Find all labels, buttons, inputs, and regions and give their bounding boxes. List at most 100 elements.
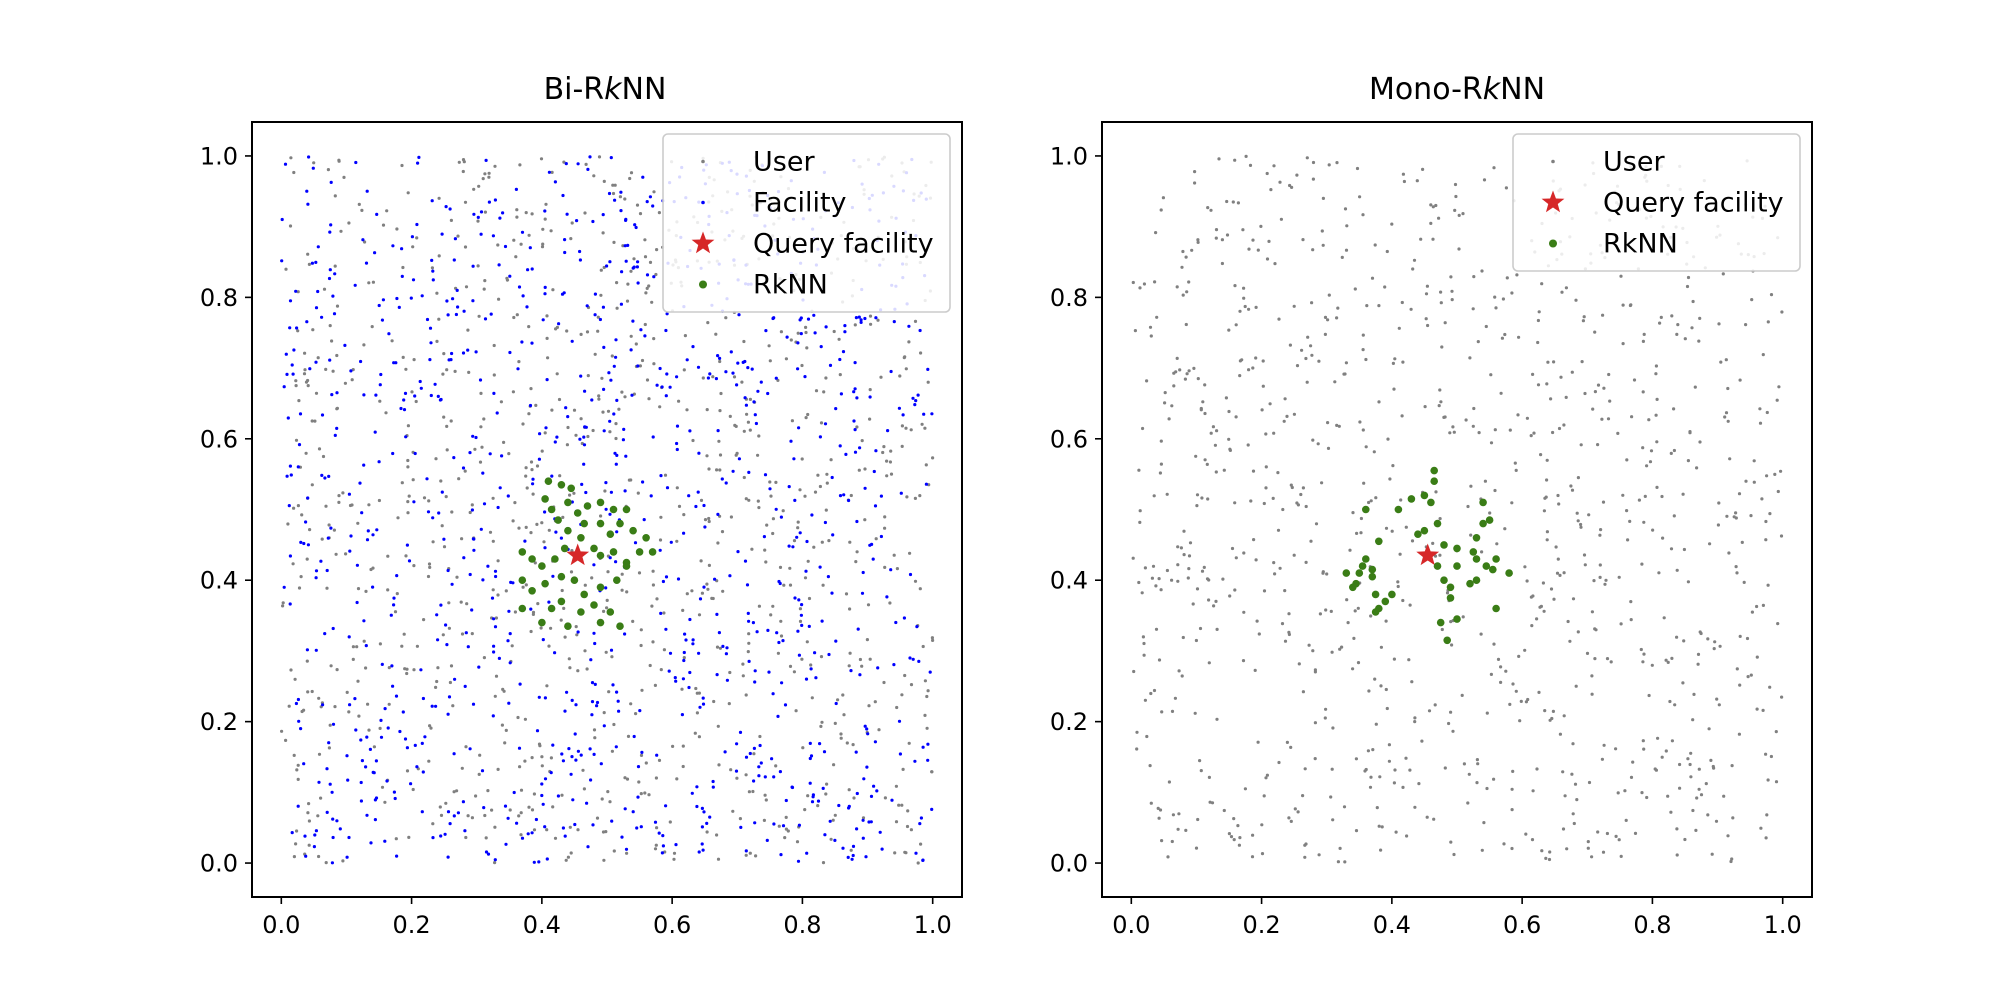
- bi-rknn-legend-facility-label: Facility: [753, 188, 847, 219]
- bi-rknn-user-point: [804, 325, 808, 329]
- bi-rknn-user-point: [569, 570, 574, 574]
- bi-rknn-user-point: [717, 439, 721, 443]
- bi-rknn-user-point: [583, 583, 587, 587]
- bi-rknn-user-point: [312, 161, 316, 165]
- bi-rknn-facility-point: [331, 835, 335, 840]
- bi-rknn-facility-point: [589, 658, 593, 662]
- mono-rknn-user-point: [1664, 749, 1668, 753]
- mono-rknn-user-point: [1571, 812, 1575, 816]
- bi-rknn-facility-point: [563, 834, 567, 838]
- mono-rknn-y-tick-label: 0.8: [1050, 284, 1088, 312]
- mono-rknn-user-point: [1413, 720, 1417, 724]
- mono-rknn-user-point: [1438, 388, 1442, 392]
- mono-rknn-user-point: [1264, 486, 1268, 490]
- mono-rknn-user-point: [1304, 504, 1308, 509]
- mono-rknn-user-point: [1750, 298, 1754, 302]
- bi-rknn-facility-point: [880, 847, 884, 851]
- mono-rknn-user-point: [1542, 609, 1546, 613]
- bi-rknn-user-point: [569, 851, 573, 855]
- bi-rknn-facility-point: [492, 617, 496, 621]
- mono-rknn-user-point: [1775, 398, 1779, 402]
- bi-rknn-user-point: [838, 373, 842, 377]
- mono-rknn-user-point: [1205, 462, 1209, 466]
- bi-rknn-facility-point: [913, 403, 917, 407]
- bi-rknn-facility-point: [602, 429, 606, 433]
- bi-rknn-user-point: [337, 500, 341, 504]
- mono-rknn-user-point: [1393, 357, 1397, 361]
- bi-rknn-facility-point: [729, 350, 733, 354]
- mono-rknn-rknn-point: [1469, 548, 1478, 556]
- mono-rknn-user-point: [1317, 359, 1321, 363]
- mono-rknn-user-point: [1356, 606, 1360, 610]
- bi-rknn-facility-point: [752, 746, 757, 751]
- bi-rknn-facility-point: [590, 681, 595, 685]
- bi-rknn-facility-point: [751, 621, 756, 625]
- bi-rknn-user-point: [486, 789, 490, 793]
- bi-rknn-facility-point: [306, 496, 310, 500]
- bi-rknn-facility-point: [897, 719, 902, 723]
- bi-rknn-user-point: [347, 710, 351, 714]
- bi-rknn-facility-point: [530, 831, 534, 835]
- mono-rknn-user-point: [1598, 533, 1602, 537]
- mono-rknn-user-point: [1633, 831, 1638, 836]
- mono-rknn-user-point: [1544, 856, 1548, 861]
- bi-rknn-user-point: [464, 835, 468, 840]
- mono-rknn-user-point: [1525, 416, 1529, 420]
- bi-rknn-user-point: [608, 430, 612, 434]
- mono-rknn-user-point: [1617, 575, 1621, 579]
- bi-rknn-facility-point: [819, 345, 823, 349]
- bi-rknn-facility-point: [482, 806, 486, 810]
- bi-rknn-facility-point: [365, 189, 369, 193]
- mono-rknn-user-point: [1730, 857, 1734, 861]
- bi-rknn-user-point: [529, 387, 533, 391]
- bi-rknn-facility-point: [854, 750, 858, 754]
- mono-rknn-user-point: [1708, 542, 1712, 546]
- bi-rknn-facility-point: [668, 385, 672, 389]
- mono-rknn-user-point: [1246, 443, 1250, 447]
- bi-rknn-user-point: [533, 561, 537, 565]
- mono-rknn-user-point: [1142, 653, 1146, 657]
- bi-rknn-facility-point: [292, 348, 296, 352]
- bi-rknn-user-point: [636, 491, 640, 495]
- bi-rknn-user-point: [638, 212, 643, 216]
- bi-rknn-user-point: [625, 590, 629, 594]
- bi-rknn-user-point: [525, 486, 529, 490]
- mono-rknn-user-point: [1541, 581, 1545, 585]
- bi-rknn-facility-point: [353, 697, 357, 701]
- bi-rknn-rknn-point: [573, 509, 582, 517]
- mono-rknn-user-point: [1413, 805, 1417, 809]
- mono-rknn-user-point: [1262, 501, 1266, 506]
- bi-rknn-user-point: [680, 687, 684, 691]
- bi-rknn-facility-point: [631, 319, 635, 323]
- mono-rknn-user-point: [1647, 693, 1651, 698]
- bi-rknn-facility-point: [639, 825, 643, 829]
- mono-rknn-user-point: [1675, 853, 1679, 857]
- bi-rknn-facility-point: [331, 294, 335, 298]
- bi-rknn-facility-point: [850, 857, 854, 861]
- bi-rknn-facility-point: [374, 393, 378, 397]
- mono-rknn-user-point: [1581, 319, 1585, 323]
- bi-rknn-facility-point: [415, 765, 419, 769]
- bi-rknn-user-point: [852, 796, 856, 800]
- bi-rknn-facility-point: [793, 498, 797, 502]
- bi-rknn-user-point: [296, 777, 300, 782]
- bi-rknn-user-point: [744, 497, 748, 501]
- bi-rknn-user-point: [818, 484, 823, 489]
- bi-rknn-user-point: [697, 613, 702, 617]
- mono-rknn-user-point: [1185, 372, 1189, 376]
- bi-rknn-facility-point: [698, 597, 703, 601]
- mono-rknn-user-point: [1206, 497, 1210, 501]
- bi-rknn-facility-point: [484, 158, 488, 162]
- bi-rknn-user-point: [625, 777, 630, 781]
- mono-rknn-user-point: [1247, 307, 1251, 311]
- bi-rknn-user-point: [467, 370, 471, 374]
- mono-rknn-user-point: [1181, 249, 1185, 254]
- bi-rknn-user-point: [882, 445, 886, 449]
- bi-rknn-user-point: [343, 381, 347, 385]
- mono-rknn-user-point: [1460, 693, 1464, 698]
- bi-rknn-facility-point: [439, 397, 443, 402]
- bi-rknn-facility-point: [858, 446, 862, 450]
- mono-rknn-user-point: [1523, 565, 1527, 569]
- bi-rknn-facility-point: [489, 312, 493, 316]
- bi-rknn-user-point: [473, 447, 477, 451]
